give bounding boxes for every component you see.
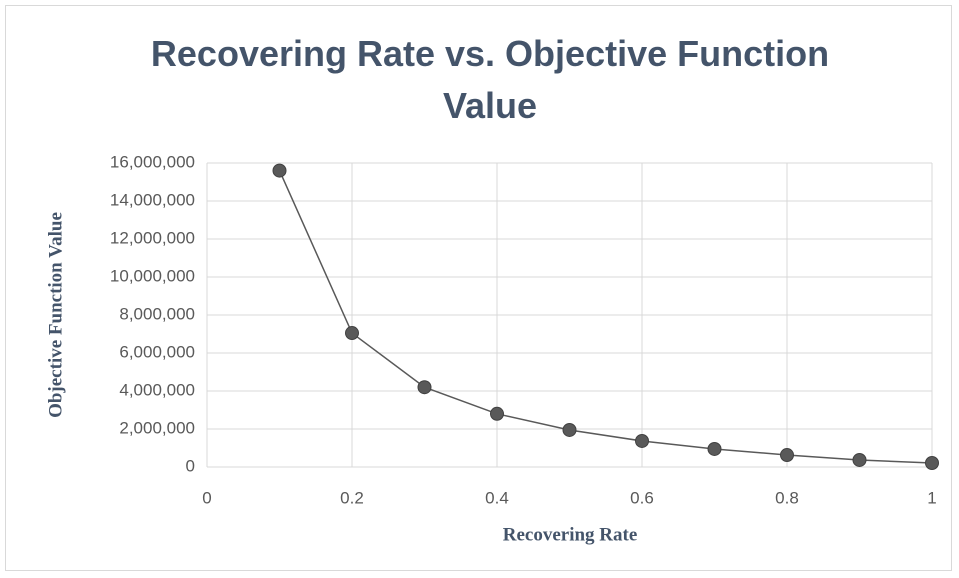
x-tick-label: 1 (927, 488, 936, 507)
data-point (635, 433, 649, 448)
x-tick-label: 0.2 (340, 488, 364, 507)
data-point (345, 326, 359, 341)
x-tick-label: 0.8 (775, 488, 799, 507)
data-point (707, 441, 722, 456)
chart-border (5, 5, 952, 571)
y-tick-label: 6,000,000 (119, 342, 195, 361)
x-axis-title: Recovering Rate (503, 524, 638, 545)
x-tick-label: 0.4 (485, 488, 509, 507)
y-tick-label: 10,000,000 (110, 266, 195, 285)
y-tick-label: 0 (186, 456, 195, 475)
chart-title: Recovering Rate vs. Objective Function V… (150, 33, 830, 126)
y-tick-label: 2,000,000 (119, 418, 195, 437)
x-tick-label: 0 (202, 488, 211, 507)
y-tick-label: 4,000,000 (119, 380, 195, 399)
data-point (417, 380, 432, 395)
data-point (925, 456, 939, 471)
y-tick-label: 14,000,000 (110, 190, 195, 209)
data-point (562, 422, 577, 437)
y-tick-label: 12,000,000 (110, 228, 195, 247)
data-point (272, 163, 287, 178)
x-tick-label: 0.6 (630, 488, 654, 507)
data-point (490, 406, 504, 421)
y-tick-label: 8,000,000 (119, 304, 195, 323)
y-axis-title: Objective Function Value (45, 212, 66, 418)
series-line (278, 170, 933, 464)
data-point (852, 452, 867, 467)
y-tick-label: 16,000,000 (110, 152, 195, 171)
data-point (780, 448, 794, 463)
